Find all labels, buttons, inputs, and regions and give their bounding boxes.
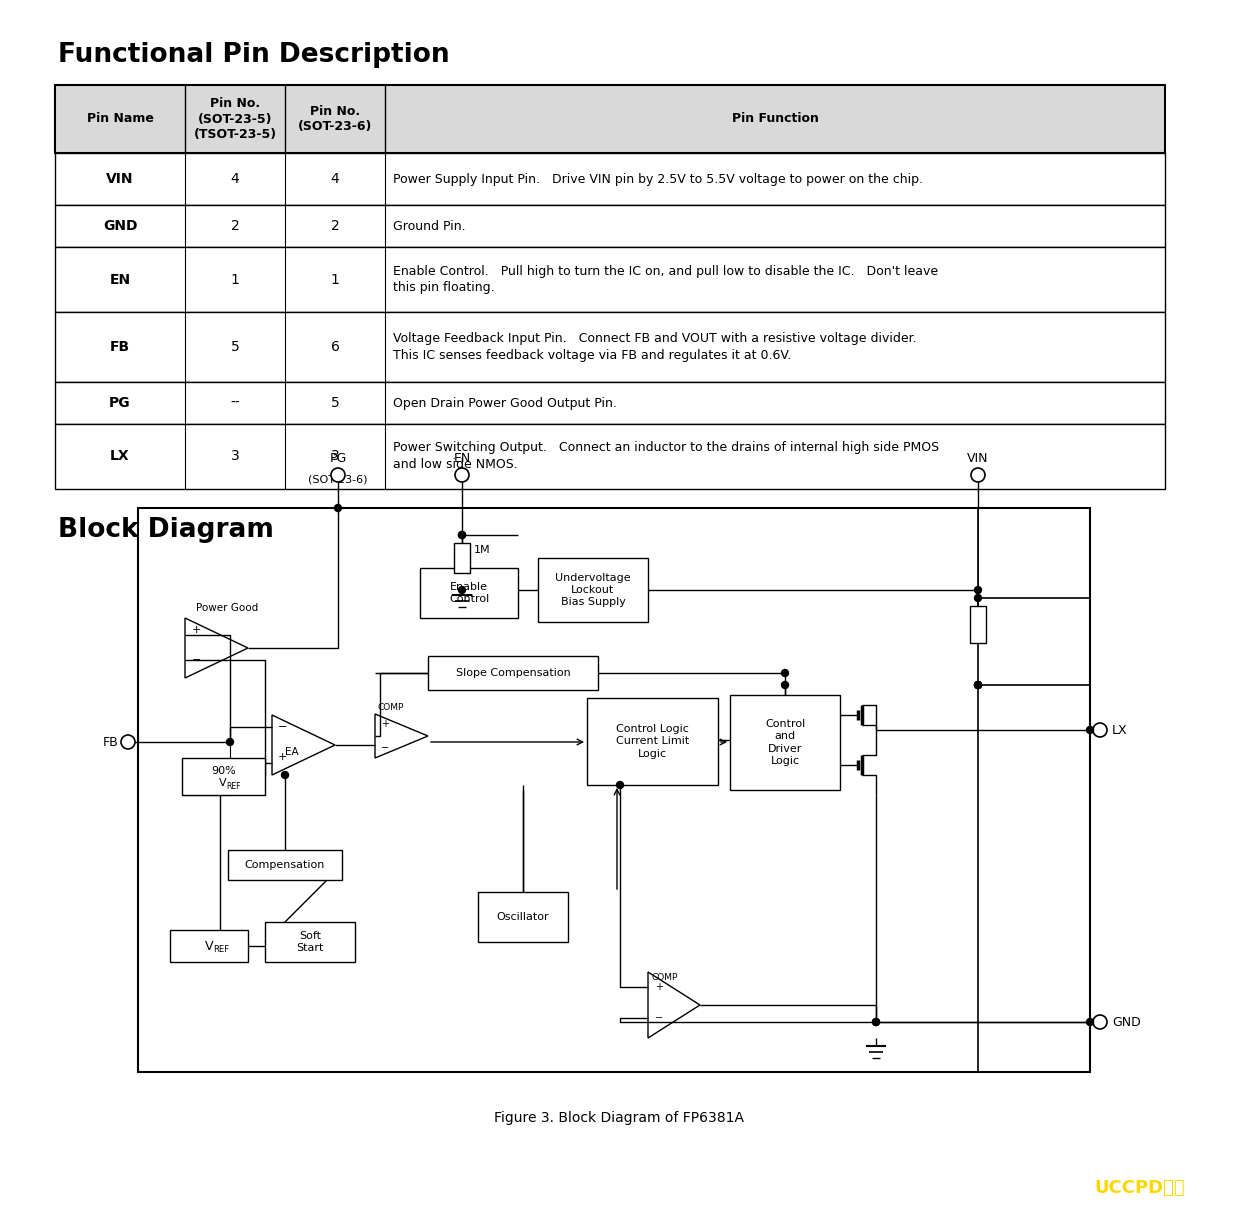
Bar bbox=[54, 204, 1165, 247]
Text: 3: 3 bbox=[331, 449, 339, 464]
Bar bbox=[182, 758, 265, 795]
Text: Figure 3. Block Diagram of FP6381A: Figure 3. Block Diagram of FP6381A bbox=[494, 1111, 744, 1125]
Text: Slope Compensation: Slope Compensation bbox=[456, 668, 571, 678]
Text: Pin No.
(SOT-23-5)
(TSOT-23-5): Pin No. (SOT-23-5) (TSOT-23-5) bbox=[193, 97, 276, 141]
Circle shape bbox=[974, 682, 982, 689]
Text: Enable Control.   Pull high to turn the IC on, and pull low to disable the IC.  : Enable Control. Pull high to turn the IC… bbox=[392, 264, 938, 295]
Bar bbox=[265, 922, 355, 961]
Circle shape bbox=[331, 469, 345, 482]
Bar bbox=[54, 85, 1165, 153]
Text: Compensation: Compensation bbox=[245, 860, 326, 870]
Circle shape bbox=[334, 505, 342, 511]
Circle shape bbox=[1087, 1019, 1093, 1026]
Text: Pin No.
(SOT-23-6): Pin No. (SOT-23-6) bbox=[298, 105, 373, 133]
Text: −: − bbox=[279, 722, 287, 731]
Text: COMP: COMP bbox=[652, 974, 678, 982]
Text: 1M: 1M bbox=[474, 545, 490, 555]
Bar bbox=[137, 507, 1089, 1072]
Bar bbox=[228, 849, 342, 880]
Text: --: -- bbox=[230, 396, 240, 410]
Circle shape bbox=[974, 594, 982, 601]
Bar bbox=[54, 312, 1165, 382]
Text: V: V bbox=[206, 940, 213, 953]
Text: V: V bbox=[218, 779, 227, 789]
Circle shape bbox=[1087, 727, 1093, 734]
Text: Soft
Start: Soft Start bbox=[296, 931, 323, 953]
Text: Functional Pin Description: Functional Pin Description bbox=[58, 43, 449, 68]
Bar bbox=[54, 247, 1165, 312]
Text: LX: LX bbox=[1112, 723, 1128, 736]
Text: Block Diagram: Block Diagram bbox=[58, 517, 274, 543]
Bar bbox=[730, 695, 841, 790]
Text: GND: GND bbox=[1112, 1015, 1140, 1028]
Text: Pin Function: Pin Function bbox=[732, 112, 818, 125]
Circle shape bbox=[281, 772, 288, 779]
Text: VIN: VIN bbox=[967, 452, 989, 465]
Circle shape bbox=[227, 739, 234, 746]
Circle shape bbox=[458, 532, 465, 538]
Text: LX: LX bbox=[110, 449, 130, 464]
Text: −: − bbox=[381, 744, 389, 753]
Bar bbox=[54, 153, 1165, 204]
Text: 3: 3 bbox=[230, 449, 239, 464]
Text: EN: EN bbox=[109, 273, 130, 286]
Bar bbox=[54, 382, 1165, 424]
Circle shape bbox=[458, 587, 465, 594]
Text: PG: PG bbox=[329, 452, 347, 465]
Circle shape bbox=[974, 682, 982, 689]
Circle shape bbox=[617, 781, 624, 789]
Text: 2: 2 bbox=[331, 219, 339, 232]
Text: 2: 2 bbox=[230, 219, 239, 232]
Text: FB: FB bbox=[103, 735, 118, 748]
Text: 5: 5 bbox=[331, 396, 339, 410]
Text: (SOT-23-6): (SOT-23-6) bbox=[308, 475, 368, 486]
Text: 4: 4 bbox=[230, 172, 239, 186]
Circle shape bbox=[1093, 723, 1107, 738]
Bar bbox=[478, 892, 568, 942]
Text: +: + bbox=[655, 982, 664, 992]
Text: REF: REF bbox=[213, 944, 229, 953]
Text: GND: GND bbox=[103, 219, 137, 232]
Text: Power Good: Power Good bbox=[196, 602, 259, 613]
Text: Open Drain Power Good Output Pin.: Open Drain Power Good Output Pin. bbox=[392, 397, 617, 409]
Text: Oscillator: Oscillator bbox=[496, 912, 550, 922]
Text: −: − bbox=[192, 655, 202, 664]
Circle shape bbox=[971, 469, 985, 482]
Circle shape bbox=[121, 735, 135, 748]
Text: Power Supply Input Pin.   Drive VIN pin by 2.5V to 5.5V voltage to power on the : Power Supply Input Pin. Drive VIN pin by… bbox=[392, 173, 924, 185]
Text: FB: FB bbox=[110, 340, 130, 354]
Text: PG: PG bbox=[109, 396, 131, 410]
Text: COMP: COMP bbox=[378, 703, 405, 712]
Text: +: + bbox=[381, 719, 389, 729]
Text: +: + bbox=[192, 626, 202, 635]
Circle shape bbox=[873, 1019, 879, 1026]
Text: Control
and
Driver
Logic: Control and Driver Logic bbox=[765, 719, 805, 765]
Circle shape bbox=[781, 682, 789, 689]
Text: EA: EA bbox=[285, 747, 298, 757]
Text: Control Logic
Current Limit
Logic: Control Logic Current Limit Logic bbox=[615, 724, 690, 759]
Circle shape bbox=[974, 587, 982, 594]
Text: +: + bbox=[279, 752, 287, 762]
Text: REF: REF bbox=[227, 783, 241, 791]
Text: VIN: VIN bbox=[106, 172, 134, 186]
Text: Ground Pin.: Ground Pin. bbox=[392, 219, 465, 232]
Circle shape bbox=[873, 1019, 879, 1026]
Bar bbox=[428, 656, 598, 690]
Bar bbox=[170, 930, 248, 961]
Bar bbox=[420, 568, 517, 618]
Circle shape bbox=[1093, 1015, 1107, 1030]
Bar bbox=[539, 559, 647, 622]
Text: 5: 5 bbox=[230, 340, 239, 354]
Text: 90%: 90% bbox=[212, 767, 236, 776]
Circle shape bbox=[974, 682, 982, 689]
Bar bbox=[454, 543, 470, 573]
Text: 4: 4 bbox=[331, 172, 339, 186]
Text: 6: 6 bbox=[331, 340, 339, 354]
Circle shape bbox=[456, 469, 469, 482]
Text: UCCPD论坛: UCCPD论坛 bbox=[1094, 1179, 1185, 1198]
Text: Undervoltage
Lockout
Bias Supply: Undervoltage Lockout Bias Supply bbox=[555, 573, 631, 607]
Bar bbox=[587, 699, 718, 785]
Text: 1: 1 bbox=[230, 273, 239, 286]
Circle shape bbox=[458, 532, 465, 538]
Text: Pin Name: Pin Name bbox=[87, 112, 154, 125]
